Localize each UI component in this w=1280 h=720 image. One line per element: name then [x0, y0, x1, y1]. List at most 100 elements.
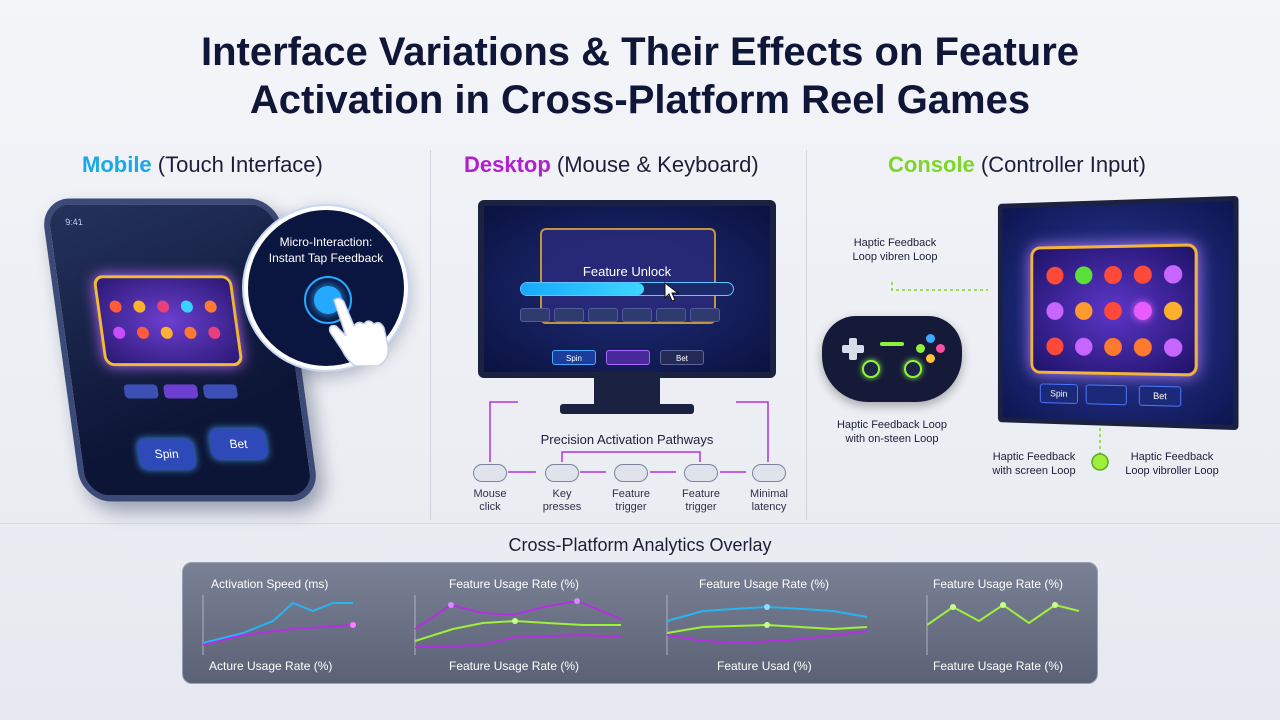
- console-connector-dot: [1092, 454, 1108, 470]
- desktop-heading: Desktop (Mouse & Keyboard): [464, 152, 759, 178]
- section-divider: [0, 523, 1280, 524]
- face-button-icon[interactable]: [916, 344, 925, 353]
- fruit-icon: [184, 327, 198, 339]
- left-stick[interactable]: [862, 360, 880, 378]
- symbol-chip: [690, 308, 720, 322]
- fruit-icon: [1164, 265, 1182, 284]
- console-connector: [892, 282, 988, 290]
- pathways-title: Precision Activation Pathways: [478, 432, 776, 447]
- pathway-step: Minimal latency: [740, 464, 798, 514]
- tap-feedback-bubble: Micro-Interaction: Instant Tap Feedback: [244, 206, 408, 370]
- phone-spin-button[interactable]: Spin: [137, 439, 197, 469]
- feature-unlock-progress-fill: [521, 283, 644, 295]
- bubble-title: Micro-Interaction:: [248, 234, 404, 250]
- fruit-icon: [1075, 266, 1092, 284]
- console-heading-rest: (Controller Input): [975, 152, 1146, 177]
- trigger-icon: [684, 464, 718, 482]
- fruit-icon: [1104, 302, 1122, 320]
- analytics-sparklines: [183, 563, 1099, 685]
- symbol-chip: [656, 308, 686, 322]
- connector-line: [562, 452, 700, 462]
- series-dot: [1000, 602, 1006, 608]
- fruit-icon: [1134, 338, 1152, 356]
- phone-bet-button[interactable]: Bet: [209, 429, 269, 459]
- series-dot: [350, 622, 356, 628]
- page-title: Interface Variations & Their Effects on …: [0, 28, 1280, 124]
- desktop-option-button[interactable]: [606, 350, 650, 365]
- dpad-icon: [842, 338, 864, 360]
- fruit-icon: [1075, 302, 1092, 320]
- haptic-note-right: Haptic Feedback Loop vibroller Loop: [1112, 450, 1232, 478]
- fruit-icon: [1104, 266, 1122, 284]
- fruit-icon: [180, 301, 194, 313]
- haptic-note-left: Haptic Feedback with screen Loop: [976, 450, 1092, 478]
- mobile-heading-key: Mobile: [82, 152, 152, 177]
- series-dot: [764, 622, 770, 628]
- phone-clock: 9:41: [65, 217, 84, 227]
- fruit-icon: [1164, 338, 1182, 356]
- desktop-screen: Feature Unlock Spin Bet: [484, 206, 770, 372]
- fruit-icon: [1075, 338, 1092, 356]
- mobile-heading-rest: (Touch Interface): [152, 152, 323, 177]
- monitor-base: [560, 404, 694, 414]
- desktop-heading-key: Desktop: [464, 152, 551, 177]
- fruit-icon: [112, 327, 126, 339]
- fruit-icon: [1164, 302, 1182, 320]
- fruit-icon: [136, 327, 150, 339]
- symbol-chip: [554, 308, 584, 322]
- mobile-heading: Mobile (Touch Interface): [82, 152, 323, 178]
- symbol-chip: [622, 308, 652, 322]
- hand-pointer-icon: [322, 296, 392, 366]
- fruit-icon: [160, 327, 174, 339]
- feature-unlock-progress-bar: [520, 282, 734, 296]
- phone-small-bet-button[interactable]: [203, 384, 239, 398]
- fruit-icon: [1134, 302, 1152, 320]
- fruit-icon: [109, 301, 123, 313]
- tv-bet-button[interactable]: Bet: [1139, 386, 1181, 407]
- desktop-monitor: Feature Unlock Spin Bet: [478, 200, 776, 378]
- purple-series-line: [203, 625, 353, 645]
- haptic-note-top: Haptic Feedback Loop vibren Loop: [830, 236, 960, 264]
- desktop-spin-button[interactable]: Spin: [552, 350, 596, 365]
- tv-option-button[interactable]: [1086, 384, 1127, 405]
- fruit-icon: [207, 327, 221, 339]
- pathway-step: Feature trigger: [602, 464, 660, 514]
- face-button-icon[interactable]: [926, 334, 935, 343]
- feature-unlock-label: Feature Unlock: [484, 264, 770, 279]
- series-dot: [448, 602, 454, 608]
- series-dot: [950, 604, 956, 610]
- face-button-icon[interactable]: [926, 354, 935, 363]
- fruit-icon: [204, 301, 218, 313]
- column-divider: [806, 150, 807, 520]
- bubble-subtitle: Instant Tap Feedback: [248, 250, 404, 266]
- pathway-step: Key presses: [533, 464, 591, 514]
- fruit-icon: [156, 301, 170, 313]
- fruit-icon: [1134, 265, 1152, 283]
- right-stick[interactable]: [904, 360, 922, 378]
- fruit-icon: [1046, 302, 1063, 320]
- analytics-panel: Activation Speed (ms) Feature Usage Rate…: [182, 562, 1098, 684]
- purple-series-line: [415, 635, 621, 647]
- phone-small-spin-button[interactable]: [123, 384, 159, 398]
- purple-series-line: [667, 631, 867, 643]
- fruit-icon: [1104, 338, 1122, 356]
- series-dot: [574, 598, 580, 604]
- desktop-bet-button[interactable]: Bet: [660, 350, 704, 365]
- green-series-line: [415, 621, 621, 641]
- fruit-icon: [1046, 267, 1063, 285]
- console-tv: Spin Bet: [998, 196, 1239, 430]
- analytics-title: Cross-Platform Analytics Overlay: [0, 535, 1280, 556]
- symbol-chip: [588, 308, 618, 322]
- console-heading: Console (Controller Input): [888, 152, 1146, 178]
- key-press-icon: [545, 464, 579, 482]
- symbol-chip: [520, 308, 550, 322]
- pathway-step: Mouse click: [461, 464, 519, 514]
- column-divider: [430, 150, 431, 520]
- pathway-step: Feature trigger: [672, 464, 730, 514]
- mouse-click-icon: [473, 464, 507, 482]
- mouse-cursor-icon: [664, 282, 680, 302]
- tv-spin-button[interactable]: Spin: [1040, 383, 1078, 404]
- phone-small-option-button[interactable]: [163, 384, 199, 398]
- face-button-icon[interactable]: [936, 344, 945, 353]
- game-controller: [822, 316, 962, 402]
